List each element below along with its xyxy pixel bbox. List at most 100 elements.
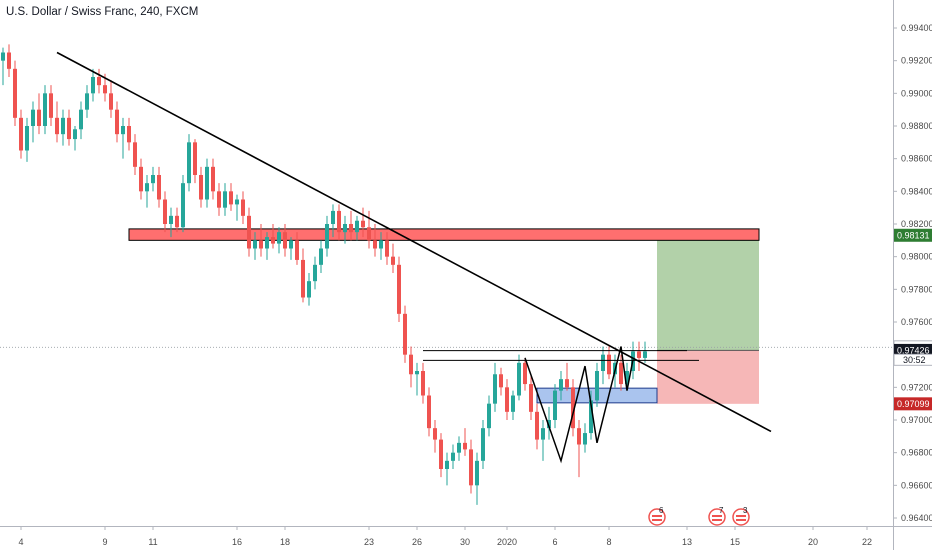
candle-body <box>469 449 473 486</box>
candle-body <box>25 126 29 151</box>
x-tick-label: 8 <box>606 537 611 547</box>
candle-body <box>523 362 527 385</box>
candle-body <box>217 191 221 208</box>
candle-body <box>181 183 185 228</box>
candle-body <box>499 374 503 388</box>
candle-body <box>535 411 539 440</box>
candle-body <box>253 240 257 249</box>
candle-body <box>325 224 329 249</box>
x-tick-label: 26 <box>412 537 422 547</box>
x-tick-label: 11 <box>148 537 157 547</box>
candle-body <box>475 460 479 486</box>
x-tick-label: 6 <box>552 537 557 547</box>
loss-zone <box>657 350 759 404</box>
candle-body <box>109 93 113 110</box>
candle-body <box>373 240 377 249</box>
candle-body <box>295 240 299 260</box>
candle-body <box>361 220 365 228</box>
candle-body <box>247 215 251 249</box>
candle-body <box>595 371 599 401</box>
price-tag-box <box>894 343 932 357</box>
candle-body <box>241 199 245 216</box>
candle-body <box>133 142 137 167</box>
event-flag-stripe <box>652 519 662 521</box>
candle-body <box>415 371 419 375</box>
candle-body <box>265 237 269 249</box>
candle-body <box>463 442 467 450</box>
trendline <box>56 51 772 433</box>
price-tag-label: 0.97426 <box>897 345 930 355</box>
candle-body <box>7 52 11 69</box>
price-tag: 0.97099 <box>894 397 932 411</box>
candle-body <box>19 117 23 151</box>
candle-body <box>151 175 155 184</box>
candle-body <box>139 166 143 192</box>
x-tick-label: 16 <box>232 537 242 547</box>
candle-body <box>37 109 41 126</box>
candle-body <box>43 93 47 126</box>
candle-body <box>451 452 455 461</box>
candle-body <box>541 428 545 440</box>
y-tick-label: 0.99000 <box>901 88 932 98</box>
x-tick-label: 30 <box>460 537 470 547</box>
chart-title: U.S. Dollar / Swiss Franc, 240, FXCM <box>6 6 199 18</box>
plot-area <box>0 0 893 526</box>
price-tag: 0.97426 <box>894 343 932 357</box>
candle-body <box>85 93 89 110</box>
candle-body <box>1 52 5 61</box>
x-tick-label: 22 <box>862 537 872 547</box>
candle-body <box>289 240 293 249</box>
candle-body <box>589 400 593 434</box>
y-tick-label: 0.98800 <box>901 121 932 131</box>
w-pattern <box>524 346 634 464</box>
candle-body <box>505 387 509 412</box>
candle-body <box>193 142 197 175</box>
x-tick-label: 9 <box>102 537 107 547</box>
event-flag-stripe <box>652 515 662 517</box>
candle-body <box>331 210 335 224</box>
candle-body <box>379 240 383 249</box>
candle-body <box>127 126 131 143</box>
candle-body <box>457 442 461 453</box>
candle-body <box>103 85 107 94</box>
candle-body <box>73 129 77 140</box>
x-tick-label: 15 <box>730 537 740 547</box>
candle-body <box>481 428 485 461</box>
candle-body <box>199 175 203 200</box>
candle-body <box>31 109 35 126</box>
candle-body <box>427 395 431 429</box>
candle-body <box>319 248 323 265</box>
event-flag-stripe <box>712 519 722 521</box>
y-tick-label: 0.99400 <box>901 23 932 33</box>
x-tick-label: 20 <box>808 537 818 547</box>
x-tick-label: 2020 <box>497 537 517 547</box>
resistance-zone <box>128 228 760 241</box>
y-tick-label: 0.98000 <box>901 252 932 262</box>
candle-body <box>91 77 95 94</box>
candle-body <box>391 256 395 265</box>
candle-body <box>583 433 587 445</box>
candle-body <box>511 395 515 412</box>
candle-body <box>433 428 437 440</box>
candle-body <box>115 109 119 135</box>
event-count: 3 <box>743 506 748 515</box>
candle-body <box>397 264 401 314</box>
candle-body <box>559 379 563 391</box>
candle-body <box>13 68 17 118</box>
candle-body <box>259 240 263 249</box>
candle-body <box>169 215 173 224</box>
candle-body <box>313 264 317 282</box>
candle-body <box>409 354 413 375</box>
event-flag-stripe <box>736 519 746 521</box>
candle-body <box>493 374 497 404</box>
event-flag-stripe <box>712 515 722 517</box>
candle-body <box>67 117 71 140</box>
candle-body <box>337 210 341 233</box>
candle-body <box>187 142 191 184</box>
candle-body <box>307 281 311 298</box>
y-tick-label: 0.98600 <box>901 154 932 164</box>
countdown-box <box>893 353 932 366</box>
candle-body <box>157 175 161 200</box>
candle-body <box>547 420 551 429</box>
